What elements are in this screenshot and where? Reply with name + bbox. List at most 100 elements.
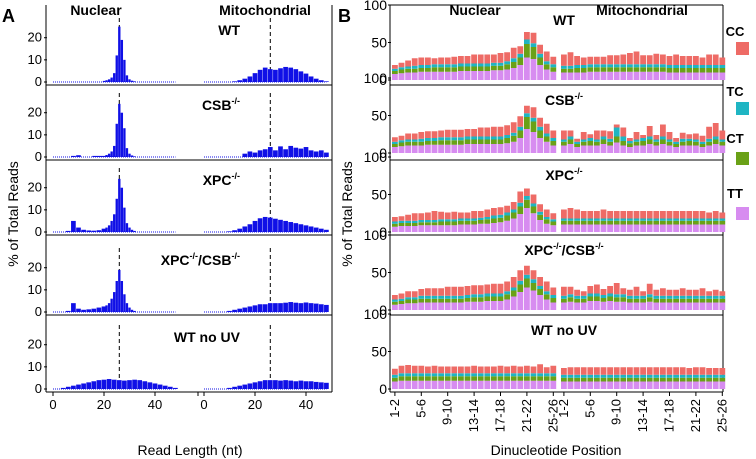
- bar-wt-no-uv-nuclear-48: [173, 387, 178, 389]
- bar-wt-no-uv-nuclear-20: [101, 379, 107, 389]
- bar-csb-nuclear-12-13-cc: [464, 129, 471, 137]
- bar-xpc-nuclear-10-11-tc: [451, 219, 458, 222]
- bar-xpc-nuclear-1-2-ct: [392, 223, 398, 227]
- bar-wt-mitochondrial-8-9-tc: [607, 64, 613, 68]
- bar-wt-no-uv-nuclear-28: [122, 380, 127, 389]
- bar-xpc-csb-nuclear-20: [101, 306, 107, 312]
- bar-csb-mitochondrial-8-9-ct: [607, 141, 613, 146]
- bar-wt-no-uv-nuclear-24-25-tt: [543, 380, 550, 389]
- bar-wt-no-uv-mitochondrial-13-14-tc: [640, 374, 646, 378]
- bar-csb-mitochondrial-1-2-ct: [561, 141, 567, 146]
- bar-wt-nuclear-12-13-ct: [464, 66, 471, 71]
- bar-wt-no-uv-mitochondrial-14-15-tc: [646, 374, 653, 378]
- bar-xpc-mitochondrial-28: [273, 218, 278, 232]
- bar-wt-no-uv-mitochondrial-18-19-ct: [673, 377, 679, 382]
- bar-csb-mitochondrial-15-16-ct: [653, 141, 660, 146]
- bar-xpc-csb-nuclear-6-7-ct: [425, 298, 431, 303]
- bar-csb-nuclear-23-24-cc: [537, 117, 543, 127]
- bar-wt-no-uv-nuclear-20-21-tt: [517, 380, 524, 389]
- bar-xpc-nuclear-21-22-tt: [524, 208, 530, 232]
- bar-csb-nuclear-20-21-tt: [517, 138, 524, 153]
- bar-xpc-csb-nuclear-22-23-ct: [530, 283, 537, 291]
- bar-csb-mitochondrial-44: [313, 151, 319, 157]
- bar-wt-mitochondrial-22-23-ct: [699, 68, 706, 73]
- row-label-wt: WT: [218, 22, 240, 38]
- bar-wt-mitochondrial-21-22-tc: [693, 65, 699, 68]
- row-label-xpc: XPC-/-: [203, 171, 240, 188]
- bar-wt-mitochondrial-15-16-tt: [653, 71, 660, 80]
- bar-wt-no-uv-mitochondrial-25-26-cc: [719, 368, 726, 375]
- bar-csb-mitochondrial-18-19-cc: [673, 138, 679, 142]
- bar-wt-mitochondrial-38: [298, 71, 304, 82]
- bar-xpc-csb-mitochondrial-18-19-cc: [673, 289, 679, 296]
- bar-wt-mitochondrial-20-21-cc: [686, 56, 693, 65]
- bar-wt-mitochondrial-7-8-tt: [600, 71, 607, 80]
- bar-csb-mitochondrial-19-20-tc: [679, 138, 686, 142]
- bar-wt-nuclear-11-12-tc: [458, 63, 464, 67]
- bar-wt-nuclear-12-13-tt: [464, 71, 471, 80]
- bar-wt-mitochondrial-4-5-cc: [580, 57, 587, 65]
- bar-wt-nuclear-1-2-tt: [392, 74, 398, 80]
- bar-csb-mitochondrial-4-5-tc: [580, 139, 587, 142]
- bar-csb-mitochondrial-21-22-tc: [693, 139, 699, 142]
- bar-csb-nuclear-23-24-ct: [537, 130, 543, 138]
- bar-xpc-csb-mitochondrial-19-20-cc: [679, 288, 686, 296]
- bar-xpc-csb-nuclear-13-14-tc: [471, 294, 477, 298]
- bar-wt-no-uv-nuclear-9-10-tc: [444, 373, 451, 377]
- bar-wt-nuclear-17-18-tt: [497, 70, 504, 80]
- bar-wt-no-uv-mitochondrial-15-16-ct: [653, 377, 660, 382]
- bar-wt-mitochondrial-17-18-cc: [666, 56, 673, 65]
- bar-xpc-nuclear-14-15-tc: [477, 217, 484, 220]
- bar-wt-nuclear-8-9-cc: [438, 57, 444, 65]
- bar-wt-nuclear-8-9-ct: [438, 67, 444, 72]
- bar-xpc-mitochondrial-23-24-tc: [706, 218, 712, 221]
- bar-xpc-csb-nuclear-20-21-cc: [517, 270, 524, 281]
- bar-wt-no-uv-nuclear-5-6-cc: [418, 365, 425, 374]
- bar-wt-mitochondrial-24-25-ct: [712, 68, 719, 73]
- bar-csb-nuclear-24-25-cc: [543, 123, 550, 134]
- bar-wt-nuclear-5-6-tc: [418, 65, 425, 68]
- bar-wt-mitochondrial-3-4-tc: [574, 65, 580, 68]
- bar-wt-no-uv-mitochondrial-17-18-tt: [666, 381, 673, 389]
- bar-csb-nuclear-22: [107, 153, 111, 157]
- bar-xpc-csb-nuclear-30: [128, 307, 131, 312]
- bar-csb-nuclear-25-26-tt: [550, 145, 557, 153]
- bar-csb-nuclear-8-9-ct: [438, 140, 444, 145]
- bar-wt-mitochondrial-40: [303, 73, 309, 82]
- bar-xpc-csb-mitochondrial-19-20-tc: [679, 295, 686, 299]
- bar-wt-no-uv-nuclear-20-21-cc: [517, 366, 524, 374]
- bar-wt-no-uv-nuclear-21-22-tt: [524, 380, 530, 389]
- bar-xpc-nuclear-19-20-tt: [510, 218, 517, 232]
- bar-xpc-mitochondrial-1-2-tt: [561, 224, 567, 232]
- bar-csb-mitochondrial-9-10-tc: [613, 127, 620, 137]
- bar-xpc-csb-mitochondrial-20-21-tc: [686, 295, 693, 299]
- bar-xpc-csb-nuclear-20-21-tt: [517, 292, 524, 310]
- bar-wt-no-uv-nuclear-16: [91, 381, 97, 389]
- bar-wt-mitochondrial-19-20-tc: [679, 65, 686, 68]
- bar-xpc-mitochondrial-20: [252, 220, 258, 232]
- bar-wt-no-uv-mitochondrial-36: [293, 381, 299, 389]
- bar-wt-no-uv-nuclear-5-6-tt: [418, 380, 425, 389]
- bar-wt-nuclear-16-17-tt: [491, 70, 497, 80]
- bar-xpc-csb-mitochondrial-12-13-ct: [633, 298, 640, 303]
- bar-csb-mitochondrial-16-17-cc: [660, 124, 666, 137]
- bar-wt-mitochondrial-9-10-cc: [613, 55, 620, 65]
- bar-xpc-csb-nuclear-16-17-cc: [491, 283, 497, 294]
- bar-xpc-nuclear-3-4-cc: [405, 214, 411, 221]
- bar-wt-no-uv-mitochondrial-18-19-tt: [673, 381, 679, 389]
- bar-wt-nuclear-9-10-cc: [444, 57, 451, 65]
- bar-xpc-mitochondrial-24-25-cc: [712, 211, 719, 219]
- bar-xpc-csb-mitochondrial-8-9-tc: [607, 293, 613, 297]
- bar-wt-no-uv-nuclear-23-24-cc: [537, 364, 543, 374]
- bar-wt-nuclear-5-6-ct: [418, 68, 425, 72]
- panel-b-ytick: 100: [364, 70, 388, 86]
- bar-xpc-mitochondrial-1-2-ct: [561, 220, 567, 225]
- bar-wt-nuclear-18-19-tc: [504, 61, 510, 65]
- bar-wt-no-uv-mitochondrial-19-20-ct: [679, 377, 686, 382]
- bar-xpc-csb-mitochondrial-20-21-ct: [686, 298, 693, 303]
- bar-wt-no-uv-mitochondrial-46: [318, 382, 324, 389]
- bar-xpc-nuclear-9-10-tc: [444, 219, 451, 222]
- bar-csb-nuclear-3-4-ct: [405, 141, 411, 146]
- bar-xpc-csb-nuclear-25-26-cc: [550, 287, 557, 295]
- panel-a-nuclear-title: Nuclear: [70, 2, 122, 18]
